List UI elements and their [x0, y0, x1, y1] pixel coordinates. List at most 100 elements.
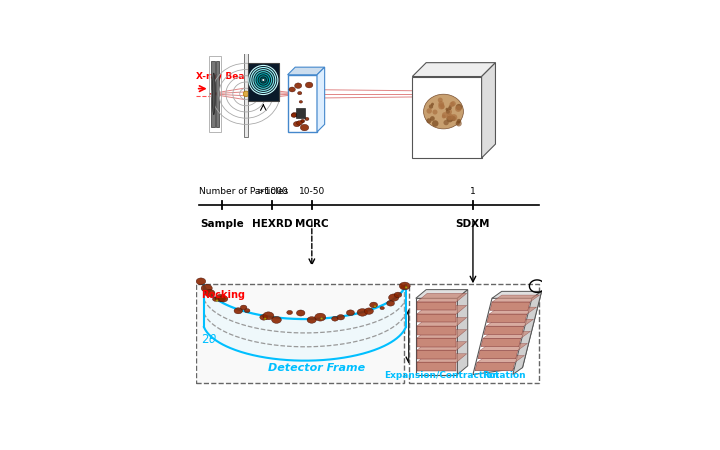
Bar	[417, 302, 456, 310]
Ellipse shape	[394, 292, 402, 297]
Text: Detector Frame: Detector Frame	[269, 363, 366, 373]
Ellipse shape	[423, 94, 464, 129]
Text: Expansion/Contraction: Expansion/Contraction	[384, 371, 499, 380]
Ellipse shape	[300, 124, 309, 131]
Polygon shape	[492, 295, 539, 302]
Polygon shape	[513, 291, 541, 374]
Ellipse shape	[374, 306, 376, 307]
Circle shape	[431, 103, 434, 106]
Ellipse shape	[264, 318, 266, 320]
Bar	[212, 61, 215, 127]
Text: HEXRD: HEXRD	[252, 219, 292, 229]
Ellipse shape	[401, 285, 405, 288]
Circle shape	[441, 105, 444, 109]
Circle shape	[456, 121, 462, 126]
Text: >1000: >1000	[256, 187, 287, 196]
Polygon shape	[489, 307, 536, 314]
Ellipse shape	[296, 113, 302, 118]
Polygon shape	[480, 343, 528, 351]
Ellipse shape	[364, 308, 374, 315]
Ellipse shape	[212, 73, 215, 115]
Ellipse shape	[337, 315, 345, 320]
Circle shape	[262, 79, 264, 81]
Circle shape	[451, 116, 456, 121]
Ellipse shape	[369, 302, 377, 308]
Polygon shape	[417, 342, 467, 351]
Ellipse shape	[320, 318, 323, 320]
Circle shape	[446, 110, 450, 114]
Ellipse shape	[300, 120, 305, 123]
Polygon shape	[481, 338, 521, 346]
Polygon shape	[473, 291, 541, 374]
Circle shape	[449, 102, 454, 107]
Bar	[417, 314, 456, 323]
Ellipse shape	[294, 83, 302, 88]
Polygon shape	[287, 67, 325, 75]
Ellipse shape	[219, 296, 228, 302]
Text: Rotation: Rotation	[482, 371, 526, 380]
Bar	[417, 326, 456, 334]
Bar	[244, 50, 248, 137]
Ellipse shape	[260, 315, 268, 320]
Ellipse shape	[389, 294, 399, 301]
Circle shape	[456, 104, 462, 110]
Ellipse shape	[357, 309, 368, 316]
Circle shape	[438, 101, 444, 107]
Polygon shape	[487, 314, 527, 323]
Bar	[296, 108, 305, 118]
Polygon shape	[457, 290, 468, 374]
Text: 10-50: 10-50	[299, 187, 325, 196]
Circle shape	[446, 113, 454, 120]
Bar	[248, 63, 279, 101]
Text: Number of Particles: Number of Particles	[199, 187, 289, 196]
Polygon shape	[490, 302, 530, 310]
Polygon shape	[413, 63, 495, 76]
Polygon shape	[492, 291, 541, 298]
Circle shape	[455, 105, 462, 112]
Ellipse shape	[332, 316, 338, 321]
Ellipse shape	[400, 282, 410, 290]
Ellipse shape	[305, 82, 313, 88]
Circle shape	[438, 98, 443, 103]
Polygon shape	[482, 63, 495, 158]
Bar	[216, 61, 220, 127]
Text: Rocking: Rocking	[201, 290, 245, 300]
Bar	[417, 351, 456, 359]
Bar	[196, 284, 404, 383]
Polygon shape	[204, 285, 406, 360]
Polygon shape	[486, 319, 534, 326]
Ellipse shape	[291, 113, 296, 117]
Ellipse shape	[292, 112, 297, 117]
Ellipse shape	[234, 308, 243, 314]
Ellipse shape	[307, 317, 316, 323]
Polygon shape	[477, 356, 524, 362]
Circle shape	[456, 119, 462, 123]
Circle shape	[243, 91, 249, 97]
Text: 1: 1	[470, 187, 476, 196]
Ellipse shape	[271, 316, 282, 324]
Ellipse shape	[263, 312, 274, 320]
Text: MCRC: MCRC	[295, 219, 328, 229]
Polygon shape	[417, 354, 467, 362]
Polygon shape	[417, 318, 467, 326]
Ellipse shape	[297, 310, 305, 316]
Polygon shape	[417, 329, 467, 338]
Polygon shape	[484, 326, 524, 334]
Polygon shape	[478, 351, 518, 359]
Circle shape	[442, 112, 448, 118]
Ellipse shape	[405, 287, 408, 288]
Ellipse shape	[294, 122, 300, 127]
Ellipse shape	[215, 294, 225, 302]
Circle shape	[446, 116, 453, 122]
Ellipse shape	[212, 297, 219, 302]
Text: $2\theta$: $2\theta$	[201, 333, 217, 346]
Circle shape	[446, 108, 449, 111]
Polygon shape	[483, 331, 531, 338]
Text: SDXM: SDXM	[456, 219, 490, 229]
Polygon shape	[317, 67, 325, 132]
Circle shape	[438, 103, 444, 109]
Circle shape	[429, 104, 433, 109]
Circle shape	[442, 115, 446, 118]
Ellipse shape	[315, 313, 325, 321]
Circle shape	[449, 105, 451, 108]
